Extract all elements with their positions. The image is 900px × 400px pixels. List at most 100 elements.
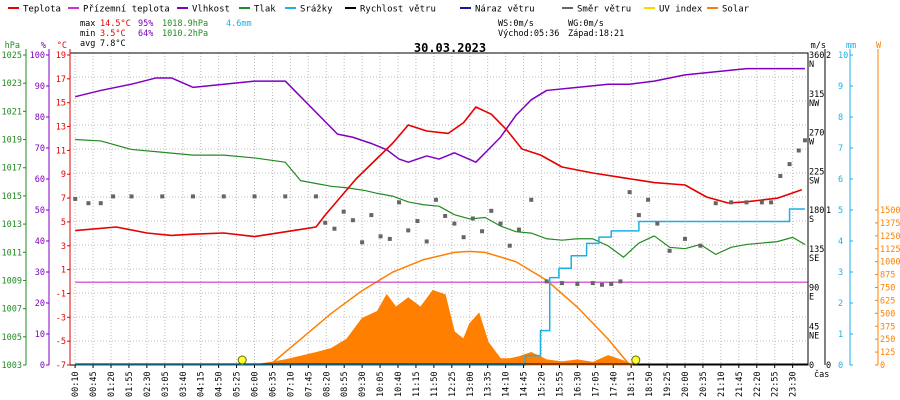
- wind-direction-point: [406, 228, 411, 233]
- temp-tick-label: 3: [61, 242, 66, 252]
- hpa-tick-label: 1011: [2, 248, 22, 258]
- x-tick-label: 07:10: [286, 371, 296, 397]
- x-tick-label: 22:20: [753, 371, 763, 397]
- pct-axis-label: %: [41, 41, 46, 51]
- dir-tick-label: 0: [809, 361, 814, 371]
- temp-tick-label: 1: [61, 266, 66, 276]
- pct-tick-label: 10: [35, 330, 45, 340]
- wind-direction-point: [360, 240, 365, 245]
- wind-direction-point: [73, 196, 78, 201]
- wind-direction-point: [560, 281, 564, 286]
- x-tick-label: 10:40: [394, 371, 404, 397]
- dir-cardinal-label: E: [809, 293, 814, 303]
- wind-direction-point: [627, 190, 632, 195]
- pct-tick-label: 30: [35, 268, 45, 278]
- x-tick-label: 03:05: [161, 371, 171, 397]
- hpa-tick-label: 1021: [2, 107, 22, 117]
- legend-label-vlhkost: Vlhkost: [192, 5, 230, 15]
- wind-direction-point: [698, 243, 703, 248]
- wind-direction-point: [507, 243, 512, 248]
- wind-direction-point: [713, 201, 718, 206]
- wind-direction-point: [332, 226, 337, 231]
- legend-label-srazky: Srážky: [300, 5, 333, 15]
- stat-min-temp: 3.5°C: [100, 29, 126, 39]
- mm-tick-label: 6: [838, 175, 843, 185]
- dir-tick-label: 90: [809, 284, 819, 294]
- temp-tick-label: 19: [56, 51, 66, 61]
- x-tick-label: 20:35: [699, 371, 709, 397]
- temp-tick-label: 17: [56, 75, 66, 85]
- pct-tick-label: 50: [35, 206, 45, 216]
- wind-direction-point: [802, 138, 807, 143]
- stat-max-temp: 14.5°C: [100, 19, 131, 29]
- x-tick-label: 04:15: [197, 371, 207, 397]
- stat-min-press: 1010.2hPa: [162, 29, 208, 39]
- w-tick-label: 1125: [880, 245, 900, 255]
- wind-direction-point: [516, 227, 521, 232]
- stats-block: max 14.5°C 95% 1018.9hPa 4.6mm min 3.5°C 64% 101…: [80, 19, 252, 49]
- stat-avg-temp: 7.8°C: [100, 39, 126, 49]
- x-tick-label: 17:40: [609, 371, 619, 397]
- dir-cardinal-label: N: [809, 60, 814, 70]
- legend-label-uv-index: UV index: [659, 5, 703, 15]
- wind-direction-point: [415, 219, 420, 224]
- w-tick-label: 500: [880, 309, 895, 319]
- w-tick-label: 0: [880, 361, 885, 371]
- mm-axis-label: mm: [846, 41, 856, 51]
- wind-direction-point: [646, 197, 651, 202]
- left-axes: hPa1025102310211019101710151013101110091…: [2, 41, 71, 371]
- x-axis: 00:10 00:45 01:20 01:55 02:30 03:05 03:40 04:15…: [71, 365, 829, 397]
- wind-direction-point: [341, 209, 346, 214]
- x-tick-label: 07:45: [304, 371, 314, 397]
- sun-event-marker: [237, 355, 247, 365]
- wind-direction-point: [323, 220, 328, 225]
- ms-axis-label: m/s: [811, 41, 826, 51]
- wind-direction-point: [160, 194, 165, 199]
- wind-direction-point: [618, 279, 623, 284]
- pct-tick-label: 0: [40, 361, 45, 371]
- mm-tick-label: 7: [838, 144, 843, 154]
- wind-direction-point: [470, 216, 475, 221]
- plot-area: [73, 67, 808, 366]
- wind-direction-point: [498, 221, 503, 226]
- legend-label-teplota: Teplota: [23, 5, 61, 15]
- w-tick-label: 1000: [880, 258, 900, 268]
- wind-direction-point: [744, 200, 749, 205]
- w-tick-label: 750: [880, 284, 895, 294]
- hpa-tick-label: 1013: [2, 220, 22, 230]
- pct-tick-label: 70: [35, 144, 45, 154]
- hpa-tick-label: 1015: [2, 192, 22, 202]
- wind-direction-point: [98, 201, 103, 206]
- wind-direction-point: [350, 218, 355, 223]
- wind-direction-point: [86, 201, 91, 206]
- right-axes: m/s360N315NW270W225SW180S135SE90E45NE021…: [809, 41, 900, 371]
- wind-direction-point: [252, 194, 257, 199]
- dir-cardinal-label: W: [809, 138, 815, 148]
- x-tick-label: 06:35: [268, 371, 278, 397]
- wind-direction-point: [378, 234, 383, 239]
- w-tick-label: 1250: [880, 232, 900, 242]
- wind-direction-point: [129, 194, 134, 199]
- x-tick-label: 22:55: [771, 371, 781, 397]
- mm-tick-label: 2: [838, 299, 843, 309]
- wind-direction-point: [221, 194, 226, 199]
- wind-direction-point: [599, 282, 604, 287]
- x-tick-label: 11:50: [430, 371, 440, 397]
- dir-cardinal-label: NW: [809, 99, 820, 109]
- mm-tick-label: 4: [838, 237, 843, 247]
- x-tick-label: 18:15: [627, 371, 637, 397]
- x-tick-label: 13:35: [484, 371, 494, 397]
- x-tick-label: 14:10: [502, 371, 512, 397]
- x-tick-label: 04:50: [215, 371, 225, 397]
- pct-tick-label: 80: [35, 113, 45, 123]
- x-tick-label: 08:20: [322, 371, 332, 397]
- dir-tick-label: 135: [809, 245, 824, 255]
- stat-min-label: min: [80, 29, 95, 39]
- wind-direction-point: [683, 236, 687, 241]
- x-tick-label: 14:45: [520, 371, 530, 397]
- pct-tick-label: 20: [35, 299, 45, 309]
- stat-avg-label: avg: [80, 39, 95, 49]
- stat-min-hum: 64%: [138, 29, 153, 39]
- x-tick-label: 15:55: [555, 371, 565, 397]
